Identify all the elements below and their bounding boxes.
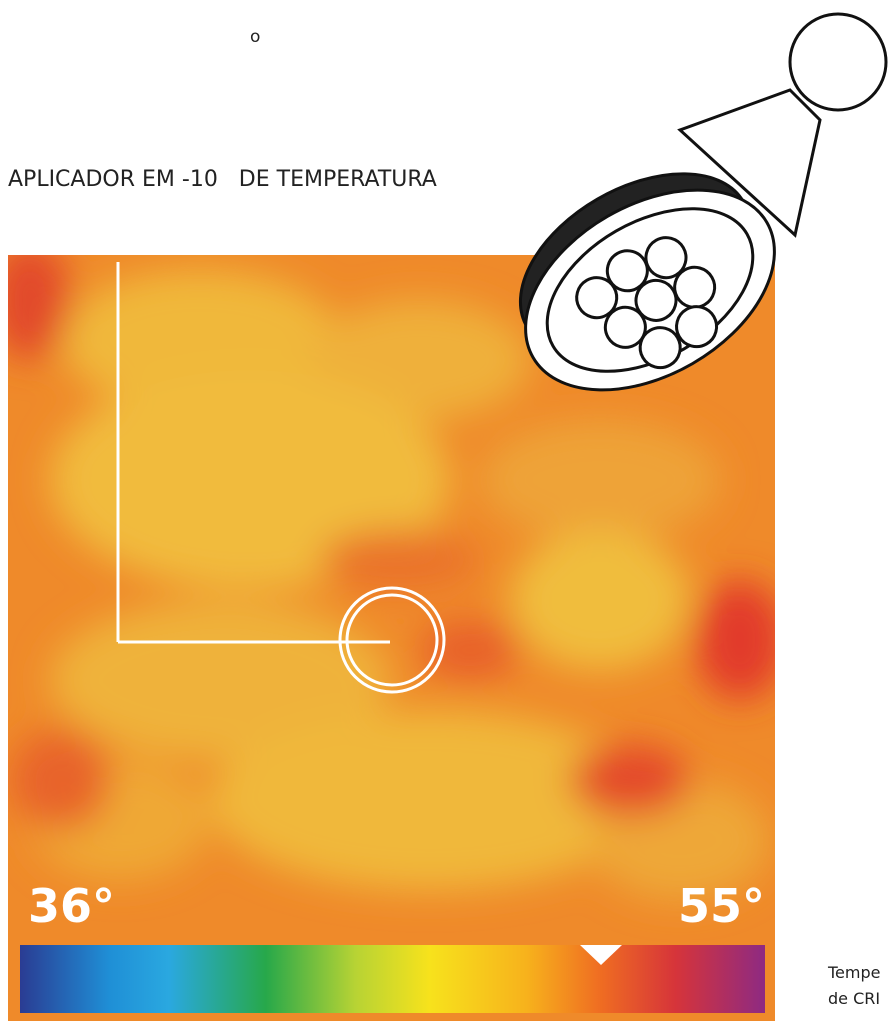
caption-line: Tempe <box>827 963 880 982</box>
degree-mark: o <box>250 27 260 47</box>
scale-min: 36° <box>28 879 115 933</box>
title: APLICADOR EM -10 DE TEMPERATURA <box>8 167 437 192</box>
scale-max: 55° <box>678 879 765 933</box>
applicator <box>518 12 888 392</box>
caption-line: de CRI <box>828 989 880 1008</box>
